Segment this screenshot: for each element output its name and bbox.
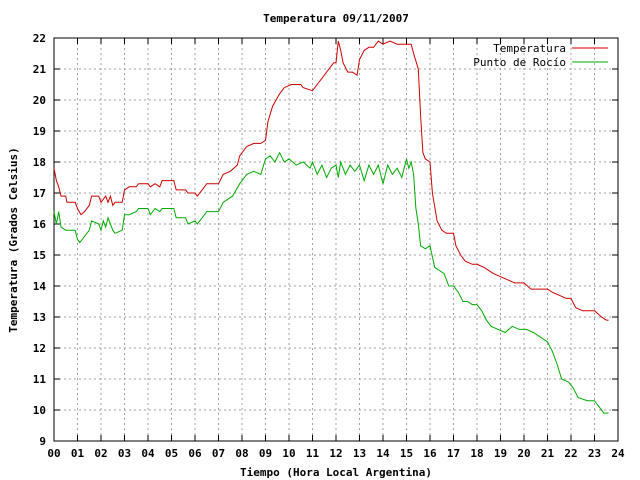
- x-tick-label: 05: [165, 447, 178, 460]
- x-tick-label: 17: [447, 447, 460, 460]
- x-tick-label: 07: [212, 447, 225, 460]
- x-tick-label: 18: [470, 447, 483, 460]
- x-tick-label: 13: [353, 447, 366, 460]
- y-tick-label: 19: [33, 125, 46, 138]
- x-tick-label: 23: [588, 447, 601, 460]
- x-tick-label: 09: [259, 447, 272, 460]
- grid-lines: [54, 38, 618, 441]
- x-tick-label: 11: [306, 447, 320, 460]
- y-tick-label: 11: [33, 373, 47, 386]
- x-tick-label: 19: [494, 447, 507, 460]
- x-tick-label: 00: [47, 447, 60, 460]
- x-tick-label: 22: [564, 447, 577, 460]
- y-axis-label: Temperatura (Grados Celsius): [7, 147, 20, 332]
- y-tick-label: 13: [33, 311, 46, 324]
- y-tick-label: 14: [33, 280, 47, 293]
- x-tick-label: 16: [423, 447, 437, 460]
- x-tick-label: 12: [329, 447, 342, 460]
- x-tick-label: 20: [517, 447, 530, 460]
- y-tick-label: 18: [33, 156, 46, 169]
- legend-label-temperatura: Temperatura: [493, 42, 566, 55]
- x-tick-label: 10: [282, 447, 295, 460]
- y-axis-ticks: 9 10 11 12 13 14 15 16 17 18 19 20 21 22: [33, 32, 618, 448]
- x-tick-label: 08: [235, 447, 248, 460]
- y-tick-label: 22: [33, 32, 46, 45]
- legend-label-punto-de-rocio: Punto de Rocío: [473, 56, 566, 69]
- series-lines: [53, 40, 609, 414]
- x-tick-label: 03: [118, 447, 131, 460]
- x-tick-label: 21: [541, 447, 555, 460]
- x-axis-label: Tiempo (Hora Local Argentina): [240, 466, 432, 479]
- y-tick-label: 12: [33, 342, 46, 355]
- chart-title: Temperatura 09/11/2007: [263, 12, 409, 25]
- series-line-0: [53, 40, 609, 321]
- x-tick-label: 15: [400, 447, 413, 460]
- x-tick-label: 01: [71, 447, 85, 460]
- legend: Temperatura Punto de Rocío: [473, 42, 608, 69]
- y-tick-label: 16: [33, 218, 47, 231]
- y-tick-label: 17: [33, 187, 46, 200]
- x-tick-label: 14: [376, 447, 390, 460]
- x-axis-ticks: 00 01 02 03 04 05 06 07 08 09 10 11 12 13 14 15 16 17 18 19…: [47, 38, 625, 460]
- y-tick-label: 20: [33, 94, 46, 107]
- x-tick-label: 02: [94, 447, 107, 460]
- y-tick-label: 9: [39, 435, 46, 448]
- x-tick-label: 06: [188, 447, 202, 460]
- y-tick-label: 10: [33, 404, 46, 417]
- x-tick-label: 04: [141, 447, 155, 460]
- y-tick-label: 15: [33, 249, 46, 262]
- series-line-1: [53, 151, 609, 414]
- y-tick-label: 21: [33, 63, 47, 76]
- x-tick-label: 24: [611, 447, 625, 460]
